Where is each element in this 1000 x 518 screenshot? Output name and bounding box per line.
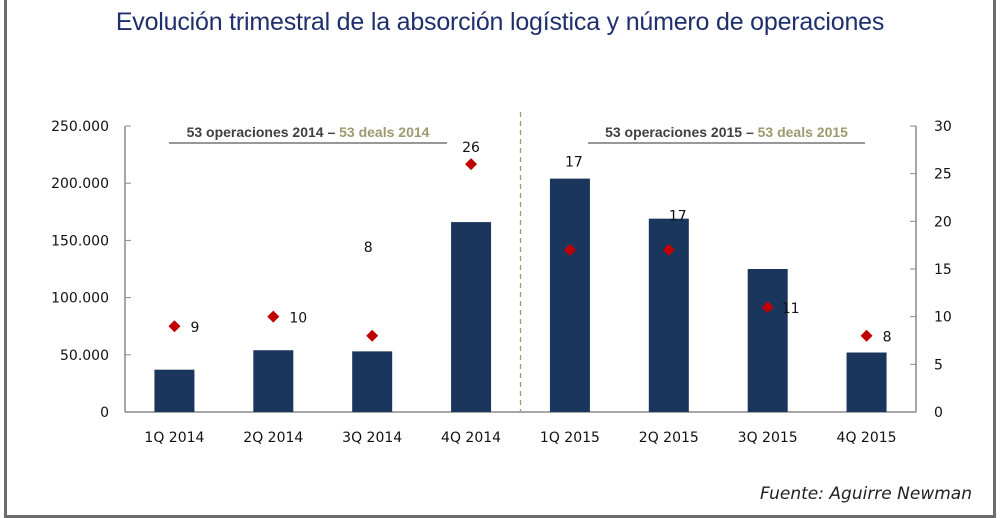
- operations-marker: [860, 329, 873, 342]
- bar-3q-2014: [352, 351, 393, 412]
- right-tick-label: 20: [934, 214, 952, 230]
- chart-title: Evolución trimestral de la absorción log…: [115, 8, 885, 36]
- x-tick-label: 4Q 2015: [837, 430, 897, 446]
- operations-marker: [662, 243, 675, 256]
- operations-marker: [563, 243, 576, 256]
- operations-marker: [465, 158, 478, 171]
- right-tick-label: 10: [934, 310, 952, 326]
- bar-4q-2014: [451, 222, 492, 412]
- operations-marker: [366, 329, 379, 342]
- annotation-operaciones: 53 operaciones 2015 –: [605, 124, 758, 140]
- annotation-2015: 53 operaciones 2015 – 53 deals 2015: [605, 124, 848, 140]
- bar-4q-2015: [846, 352, 887, 412]
- operations-data-label: 17: [565, 155, 583, 171]
- operations-marker: [168, 320, 181, 333]
- left-tick-label: 50.000: [60, 348, 109, 364]
- operations-data-label: 8: [364, 240, 373, 256]
- annotation-operaciones: 53 operaciones 2014 –: [187, 124, 340, 140]
- operations-data-label: 17: [669, 209, 687, 225]
- bar-2q-2014: [253, 350, 294, 412]
- left-tick-label: 200.000: [51, 176, 109, 192]
- right-tick-label: 15: [934, 262, 952, 278]
- x-tick-label: 2Q 2015: [639, 430, 699, 446]
- right-tick-label: 5: [934, 357, 943, 373]
- right-tick-label: 0: [934, 405, 943, 421]
- operations-data-label: 10: [289, 311, 307, 327]
- x-tick-label: 4Q 2014: [441, 430, 501, 446]
- operations-data-label: 26: [462, 140, 480, 156]
- left-tick-label: 150.000: [51, 233, 109, 249]
- x-tick-label: 3Q 2015: [738, 430, 798, 446]
- right-tick-label: 25: [934, 167, 952, 183]
- operations-data-label: 9: [190, 320, 199, 336]
- left-tick-label: 0: [100, 405, 109, 421]
- annotation-deals: 53 deals 2015: [758, 124, 849, 140]
- bar-1q-2014: [154, 369, 195, 412]
- operations-data-label: 11: [782, 301, 800, 317]
- left-tick-label: 250.000: [51, 119, 109, 135]
- operations-marker: [267, 310, 280, 323]
- x-tick-label: 1Q 2015: [540, 430, 600, 446]
- x-tick-label: 1Q 2014: [144, 430, 204, 446]
- annotation-2014: 53 operaciones 2014 – 53 deals 2014: [187, 124, 430, 140]
- left-tick-label: 100.000: [51, 291, 109, 307]
- operations-marker: [761, 301, 774, 314]
- chart: 0 50.000 100.000 150.000 200.000 250.000 0 5 10 1…: [51, 112, 952, 446]
- annotation-deals: 53 deals 2014: [339, 124, 430, 140]
- bar-1q-2015: [549, 178, 590, 412]
- right-tick-label: 30: [934, 119, 952, 135]
- x-tick-label: 3Q 2014: [342, 430, 402, 446]
- x-tick-label: 2Q 2014: [243, 430, 303, 446]
- source-note: Fuente: Aguirre Newman: [760, 484, 972, 504]
- bar-3q-2015: [747, 269, 788, 412]
- operations-data-label: 8: [883, 330, 892, 346]
